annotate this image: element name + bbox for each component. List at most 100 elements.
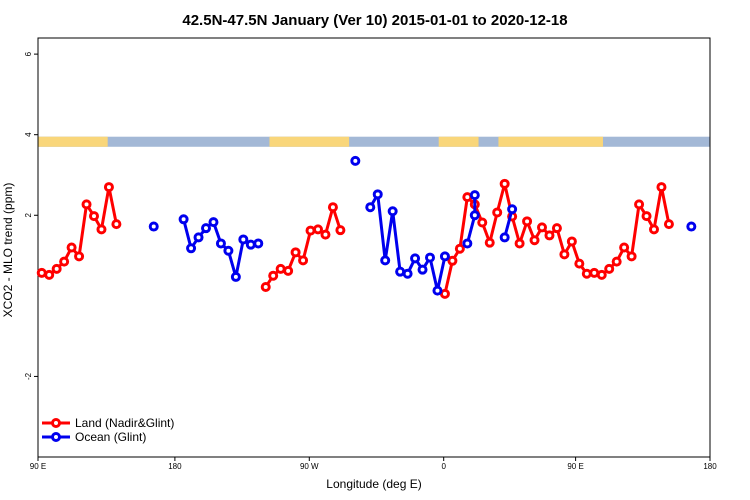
series-0 <box>36 178 674 299</box>
plot-frame <box>37 37 711 458</box>
series-1-point-4-1 <box>469 210 480 221</box>
series-0-point-1-1 <box>268 270 279 281</box>
series-1-point-3-6 <box>410 253 421 264</box>
series-0-point-2-0 <box>439 288 450 299</box>
x-tick-label-2: 90 W <box>300 462 319 471</box>
series-0-point-2-24 <box>619 242 630 253</box>
y-tick-label-1: 2 <box>24 212 33 217</box>
series-0-point-2-20 <box>589 267 600 278</box>
series-0-point-0-4 <box>66 242 77 253</box>
series-0-point-0-9 <box>103 182 114 193</box>
series-1-point-3-10 <box>439 251 450 262</box>
y-axis-label: XCO2 - MLO trend (ppm) <box>1 183 15 318</box>
axes: 90 E 180 90 W 0 90 E 180 -2 2 4 6 <box>24 51 717 471</box>
legend-ocean-marker <box>51 432 61 442</box>
x-tick-label-3: 0 <box>441 462 446 471</box>
legend-item-ocean: Ocean (Glint) <box>42 430 146 444</box>
series-0-point-1-10 <box>335 225 346 236</box>
series-0-point-1-7 <box>313 224 323 235</box>
series-0-point-2-6 <box>484 237 495 248</box>
series-0-point-1-6 <box>305 225 316 236</box>
series-0-point-1-4 <box>290 247 301 258</box>
x-axis-label: Longitude (deg E) <box>326 477 421 491</box>
series-0-point-2-28 <box>649 224 659 235</box>
series-0-point-0-8 <box>96 224 107 235</box>
series-0-point-2-23 <box>611 256 622 267</box>
series-0-point-1-2 <box>275 263 286 274</box>
series-0-point-0-10 <box>111 219 122 230</box>
surface-band <box>38 136 710 147</box>
series-1-point-3-2 <box>380 255 391 266</box>
series-0-point-2-25 <box>626 251 637 262</box>
series-1-point-3-7 <box>417 264 428 275</box>
land-band-3 <box>498 136 603 147</box>
x-tick-label-1: 180 <box>168 462 182 471</box>
series-0-point-0-7 <box>89 211 99 222</box>
series-1-point-3-8 <box>425 252 435 263</box>
series-0-point-0-3 <box>59 256 70 267</box>
series-1-point-4-2 <box>469 190 480 201</box>
series-1-point-3-9 <box>432 285 443 296</box>
series-0-point-0-6 <box>81 199 92 210</box>
data-series <box>36 155 697 299</box>
y-tick-label-3: 6 <box>24 51 33 56</box>
series-1-point-5-1 <box>507 204 518 215</box>
series-0-point-2-18 <box>574 258 585 269</box>
series-0-point-1-0 <box>260 281 271 292</box>
legend-item-land: Land (Nadir&Glint) <box>42 416 174 430</box>
series-0-point-2-10 <box>514 238 525 249</box>
series-1-point-3-3 <box>387 206 398 217</box>
series-0-line-2 <box>443 182 671 295</box>
series-1-point-2-0 <box>350 155 361 166</box>
series-0-point-1-9 <box>327 202 338 213</box>
series-0-point-2-14 <box>544 230 555 241</box>
series-1-point-1-0 <box>178 214 189 225</box>
series-1-point-1-9 <box>245 239 256 250</box>
series-0-point-2-30 <box>663 219 674 230</box>
series-0-point-2-2 <box>454 243 465 254</box>
series-0-point-2-12 <box>529 235 540 246</box>
series-1-point-1-7 <box>230 271 241 282</box>
series-1 <box>148 155 697 296</box>
series-0-point-2-5 <box>477 217 488 228</box>
land-band-2 <box>438 136 479 147</box>
series-1-point-4-0 <box>462 238 473 249</box>
series-1-point-1-5 <box>215 238 226 249</box>
series-1-point-1-10 <box>253 238 264 249</box>
legend-land-marker <box>51 418 61 428</box>
chart-title: 42.5N-47.5N January (Ver 10) 2015-01-01 … <box>182 12 567 29</box>
series-0-point-2-19 <box>581 268 592 279</box>
series-0-point-2-11 <box>522 216 533 227</box>
series-1-point-3-1 <box>372 189 383 200</box>
series-0-point-1-5 <box>298 255 309 266</box>
x-tick-label-4: 90 E <box>567 462 583 471</box>
legend-land-label: Land (Nadir&Glint) <box>75 416 174 430</box>
legend-ocean-label: Ocean (Glint) <box>75 430 146 444</box>
ocean-band <box>38 136 710 147</box>
series-1-point-1-8 <box>238 234 249 245</box>
series-0-point-2-26 <box>634 199 645 210</box>
land-band-1 <box>269 136 350 147</box>
x-tick-label-0: 90 E <box>30 462 46 471</box>
series-1-point-5-0 <box>499 232 510 243</box>
series-0-point-2-21 <box>596 269 607 280</box>
series-0-point-2-29 <box>656 182 667 193</box>
series-1-point-1-4 <box>208 217 219 228</box>
series-0-point-2-16 <box>559 249 570 260</box>
y-tick-label-2: 4 <box>24 132 33 137</box>
series-0-point-1-8 <box>320 229 331 240</box>
series-1-point-3-4 <box>395 266 406 277</box>
series-1-point-1-2 <box>193 232 204 243</box>
series-0-point-2-7 <box>492 207 503 218</box>
series-1-point-6-0 <box>686 221 697 232</box>
series-0-point-0-2 <box>51 263 62 274</box>
series-0-point-2-3 <box>462 192 473 203</box>
y-tick-label-0: -2 <box>24 372 33 380</box>
series-0-point-0-0 <box>36 267 47 278</box>
series-1-point-3-0 <box>365 202 376 213</box>
series-1-point-0-0 <box>148 221 159 232</box>
series-0-point-2-8 <box>499 178 510 189</box>
series-0-point-2-17 <box>566 236 577 247</box>
series-0-point-2-22 <box>604 263 615 274</box>
land-band-0 <box>38 136 108 147</box>
